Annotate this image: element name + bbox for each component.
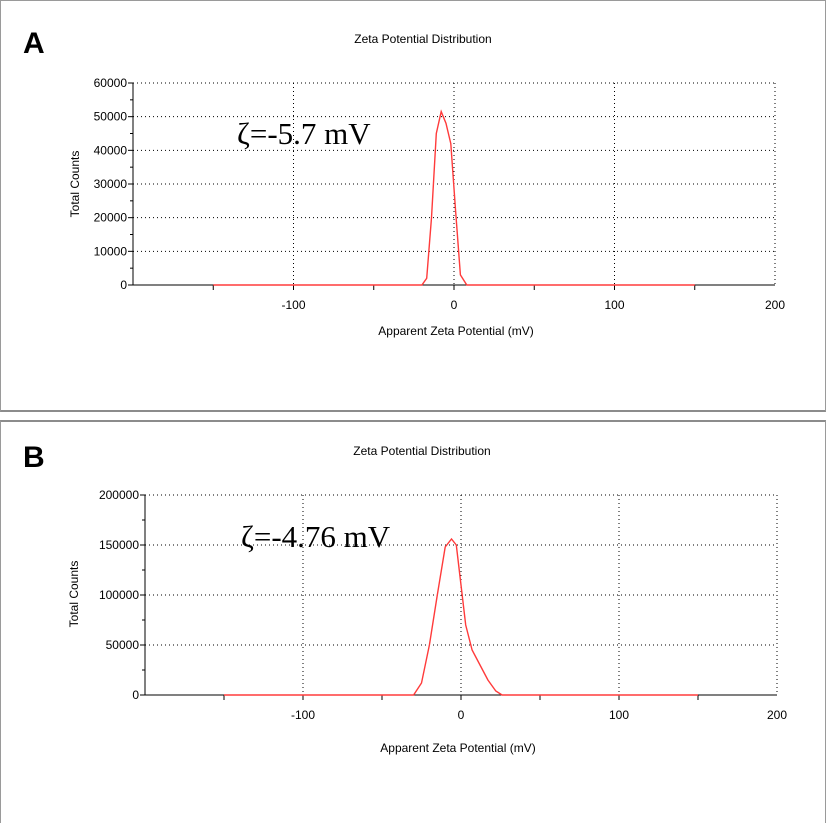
chart-b-ylabel: Total Counts bbox=[67, 561, 81, 628]
chart-b-title: Zeta Potential Distribution bbox=[353, 444, 490, 458]
y-tick-label: 50000 bbox=[94, 110, 128, 124]
chart-a-ylabel: Total Counts bbox=[68, 151, 82, 218]
chart-a-svg: A Zeta Potential Distribution 0100002000… bbox=[23, 27, 786, 338]
y-tick-label: 50000 bbox=[106, 638, 140, 652]
chart-a-axes bbox=[128, 82, 775, 290]
y-tick-label: 0 bbox=[132, 688, 139, 702]
x-tick-label: 0 bbox=[458, 708, 465, 722]
x-tick-label: -100 bbox=[281, 298, 305, 312]
x-tick-label: 100 bbox=[604, 298, 624, 312]
x-tick-label: 200 bbox=[767, 708, 787, 722]
y-tick-label: 150000 bbox=[99, 538, 139, 552]
chart-a-xlabel: Apparent Zeta Potential (mV) bbox=[378, 324, 533, 338]
chart-b-svg: B Zeta Potential Distribution 0500001000… bbox=[23, 441, 787, 755]
chart-a-annotation: ζ=-5.7 mV bbox=[237, 116, 371, 151]
y-tick-label: 20000 bbox=[94, 211, 128, 225]
chart-a-ticks: 0 10000 20000 30000 40000 50000 60000 -100 0 100 2… bbox=[94, 76, 786, 312]
chart-panel-a: A Zeta Potential Distribution 0 10000 2000… bbox=[0, 0, 826, 412]
y-tick-label: 200000 bbox=[99, 488, 139, 502]
chart-panel-b: B Zeta Potential Distribution 0 50000 1000… bbox=[0, 420, 826, 823]
chart-b-axes bbox=[140, 494, 777, 700]
y-tick-label: 10000 bbox=[94, 244, 128, 258]
x-tick-label: 200 bbox=[765, 298, 785, 312]
x-tick-label: -100 bbox=[291, 708, 315, 722]
x-tick-label: 0 bbox=[451, 298, 458, 312]
chart-a-series-line bbox=[213, 109, 695, 286]
chart-a-title: Zeta Potential Distribution bbox=[354, 32, 491, 46]
panel-label-b: B bbox=[23, 441, 45, 474]
y-tick-label: 0 bbox=[120, 278, 127, 292]
chart-b-annotation: ζ=-4.76 mV bbox=[241, 519, 391, 554]
chart-b-series-line bbox=[224, 537, 698, 696]
panel-label-a: A bbox=[23, 27, 45, 60]
y-tick-label: 100000 bbox=[99, 588, 139, 602]
chart-b-grid bbox=[145, 494, 778, 695]
chart-b-xlabel: Apparent Zeta Potential (mV) bbox=[380, 741, 535, 755]
x-tick-label: 100 bbox=[609, 708, 629, 722]
y-tick-label: 30000 bbox=[94, 177, 128, 191]
y-tick-label: 40000 bbox=[94, 143, 128, 157]
chart-b-ticks: 0 50000 100000 150000 200000 -100 0 100 200 bbox=[99, 488, 787, 722]
y-tick-label: 60000 bbox=[94, 76, 128, 90]
